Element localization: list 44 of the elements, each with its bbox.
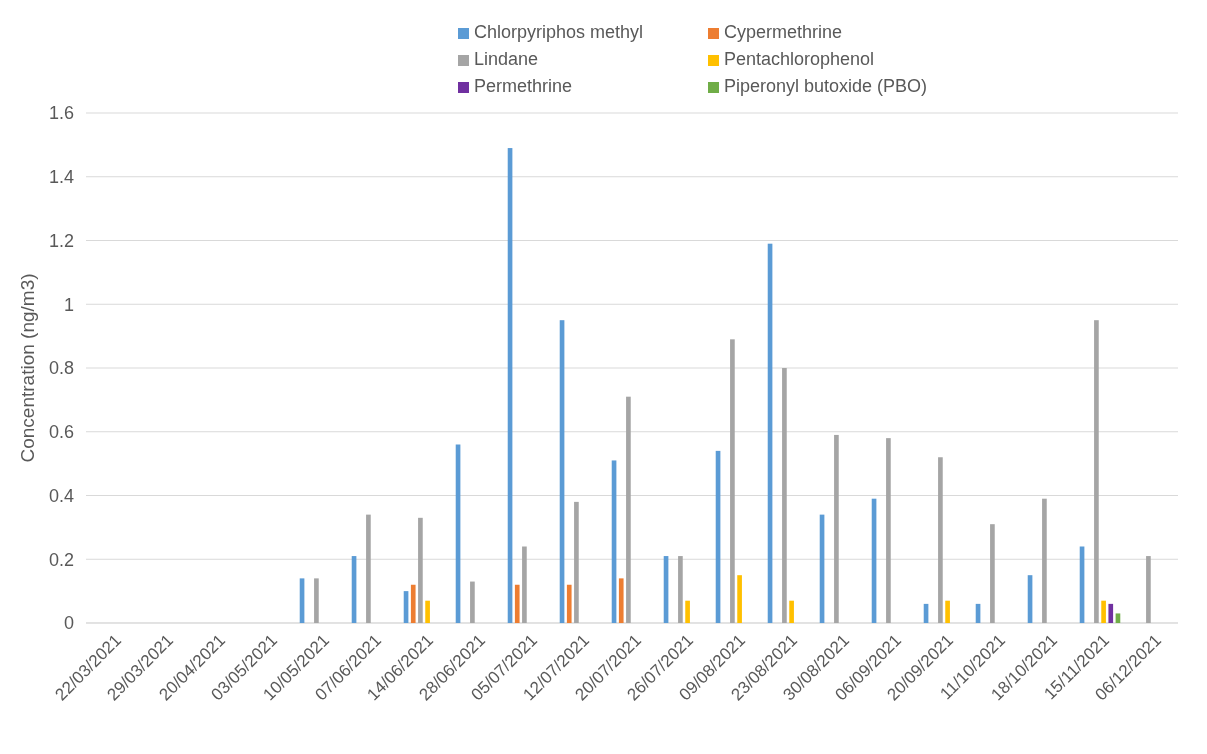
bar [1094,320,1099,623]
y-axis-title: Concentration (ng/m3) [17,273,38,463]
bar [782,368,787,623]
bar [737,575,742,623]
legend-label: Piperonyl butoxide (PBO) [724,76,928,96]
bar [886,438,891,623]
bar [1042,498,1047,623]
bar [522,546,527,623]
bar [834,434,839,623]
y-tick-label: 1 [63,294,74,315]
bar [366,514,371,623]
y-tick-label: 0 [63,613,74,634]
legend-label: Cypermethrine [724,22,843,42]
bar [789,600,794,623]
y-tick-label: 0.4 [48,485,74,506]
bar [1101,600,1106,623]
bar [514,584,520,623]
bar [990,524,995,623]
y-tick-label: 0.6 [48,422,74,443]
bar [685,600,690,623]
legend-label: Pentachlorophenol [724,49,875,69]
bar [626,396,631,623]
bar [470,581,475,623]
legend-label: Permethrine [474,76,573,96]
y-tick-label: 1.2 [48,230,74,251]
y-tick-label: 1.4 [48,167,74,188]
bar [618,578,624,623]
bar [410,584,416,623]
bar [418,517,423,623]
bar [945,600,950,623]
y-tick-label: 0.2 [48,549,74,570]
bar [314,578,319,623]
bar [566,584,572,623]
bar [574,501,579,623]
bar [938,457,943,623]
legend-label: Chlorpyriphos methyl [474,22,644,42]
bar [678,556,683,623]
bar [730,339,735,623]
legend-label: Lindane [474,49,539,69]
y-tick-label: 0.8 [48,358,74,379]
bar [1108,603,1114,623]
y-tick-label: 1.6 [48,103,74,124]
bar [425,600,430,623]
bar [1146,556,1151,623]
